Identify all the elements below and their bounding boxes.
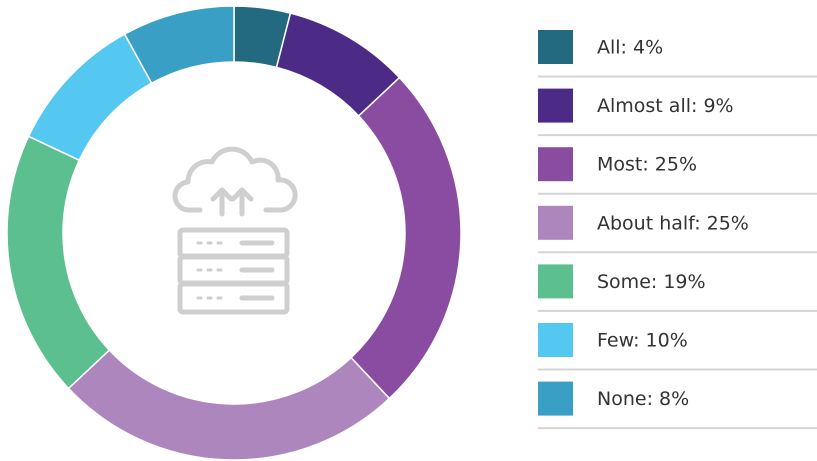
legend-swatch	[538, 323, 573, 357]
donut-slice	[123, 5, 235, 85]
cloud-server-icon	[172, 146, 298, 315]
legend-label: Almost all: 9%	[597, 95, 734, 117]
legend-swatch	[538, 30, 573, 64]
legend-swatch	[538, 264, 573, 299]
legend-label: All: 4%	[597, 37, 663, 59]
legend-swatch	[538, 205, 573, 240]
donut-slice	[6, 135, 111, 390]
donut-slice	[67, 348, 391, 461]
donut-slice	[349, 76, 462, 400]
legend-label: Few: 10%	[597, 330, 688, 352]
legend-label: Some: 19%	[597, 271, 706, 293]
legend-label: About half: 25%	[597, 212, 749, 234]
legend-label: None: 8%	[597, 388, 689, 410]
legend-swatch	[538, 147, 573, 182]
legend-label: Most: 25%	[597, 154, 697, 176]
legend-swatch	[538, 381, 573, 416]
donut-slice	[27, 33, 153, 162]
legend-swatch	[538, 88, 573, 123]
